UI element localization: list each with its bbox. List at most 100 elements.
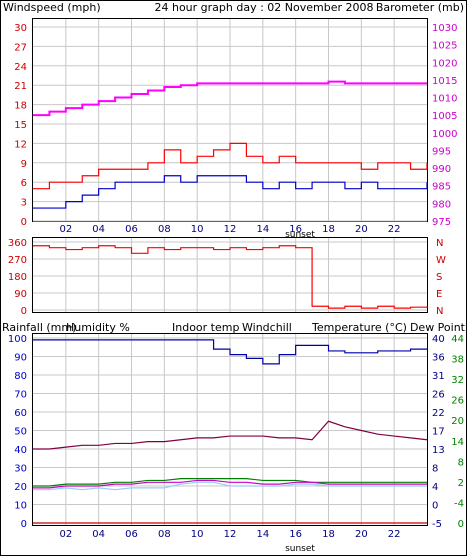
x-tick-bottom: 10 xyxy=(191,529,204,540)
dir-compass-tick: N xyxy=(436,306,443,317)
barometer-line xyxy=(33,80,427,117)
humidity-y-tick: 60 xyxy=(14,408,27,419)
temp-panel-frame xyxy=(32,333,428,526)
indoor-temp-label: Indoor temp xyxy=(172,321,239,334)
temp-inner-tick: 22 xyxy=(432,408,445,419)
temp-inner-tick: 36 xyxy=(432,353,445,364)
wind-y-tick: 0 xyxy=(21,217,27,228)
x-tick-bottom: 04 xyxy=(92,529,105,540)
humidity-y-tick: 90 xyxy=(14,353,27,364)
x-tick-top: 04 xyxy=(92,224,105,235)
baro-y-tick: 1020 xyxy=(432,58,457,69)
temp-outer-tick: 8 xyxy=(458,457,464,468)
wind-y-tick: 9 xyxy=(21,159,27,170)
wind-direction-line xyxy=(33,245,428,309)
x-tick-top: 06 xyxy=(125,224,138,235)
temp-inner-tick: 17 xyxy=(432,427,445,438)
x-tick-top: 14 xyxy=(256,224,269,235)
dir-y-tick: 90 xyxy=(14,289,27,300)
temperature-label: Temperature (°C) xyxy=(311,321,407,334)
x-tick-bottom: 18 xyxy=(322,529,335,540)
graph-title: 24 hour graph day : 02 November 2008 xyxy=(154,1,373,14)
humidity-line xyxy=(33,339,427,365)
x-tick-bottom: 16 xyxy=(289,529,302,540)
baro-y-tick: 1005 xyxy=(432,111,457,122)
temp-inner-tick: 31 xyxy=(432,371,445,382)
baro-y-tick: 1025 xyxy=(432,41,457,52)
baro-y-tick: 1000 xyxy=(432,129,457,140)
windchill-label: Windchill xyxy=(242,321,292,334)
x-tick-bottom: 20 xyxy=(355,529,368,540)
temp-outer-tick: 2 xyxy=(458,478,464,489)
temperature-line xyxy=(33,478,427,487)
x-tick-top: 12 xyxy=(224,224,237,235)
humidity-y-tick: 100 xyxy=(8,334,27,345)
baro-y-tick: 995 xyxy=(432,146,451,157)
temp-outer-tick: 38 xyxy=(451,355,464,366)
dewpoint-label: Dew Point xyxy=(410,321,466,334)
temp-inner-tick: 0 xyxy=(432,501,438,512)
temp-outer-tick: 14 xyxy=(451,437,464,448)
wind-y-tick: 30 xyxy=(14,23,27,34)
humidity-label: Humidity % xyxy=(66,321,130,334)
x-tick-top: 16 xyxy=(289,224,302,235)
x-tick-top: 08 xyxy=(158,224,171,235)
temp-outer-tick: 20 xyxy=(451,416,464,427)
temp-outer-tick: 0 xyxy=(458,519,464,530)
wind-avg-line xyxy=(33,175,428,209)
wind-y-tick: 3 xyxy=(21,198,27,209)
temp-outer-tick: 44 xyxy=(451,334,464,345)
wind-y-tick: 27 xyxy=(14,42,27,53)
wind-y-tick: 15 xyxy=(14,120,27,131)
dir-y-tick: 270 xyxy=(8,255,27,266)
dir-y-tick: 0 xyxy=(21,306,27,317)
humidity-y-tick: 80 xyxy=(14,371,27,382)
baro-y-tick: 990 xyxy=(432,164,451,175)
x-tick-bottom: 08 xyxy=(158,529,171,540)
x-tick-top: 02 xyxy=(59,224,72,235)
temp-inner-tick: 13 xyxy=(432,445,445,456)
dir-compass-tick: W xyxy=(436,255,446,266)
baro-y-tick: 1030 xyxy=(432,23,457,34)
rainfall-label: Rainfall (mm) xyxy=(2,321,76,334)
baro-y-tick: 1010 xyxy=(432,94,457,105)
temp-outer-tick: 26 xyxy=(451,396,464,407)
sunset-label-bottom: sunset xyxy=(285,544,315,554)
wind-y-tick: 24 xyxy=(14,62,27,73)
x-tick-bottom: 02 xyxy=(59,529,72,540)
wind-y-tick: 12 xyxy=(14,139,27,150)
dir-y-tick: 360 xyxy=(8,238,27,249)
humidity-y-tick: 70 xyxy=(14,390,27,401)
dir-compass-tick: N xyxy=(436,238,443,249)
x-tick-bottom: 06 xyxy=(125,529,138,540)
baro-y-tick: 975 xyxy=(432,217,451,228)
humidity-y-tick: 0 xyxy=(21,519,27,530)
wind-y-tick: 18 xyxy=(14,101,27,112)
temp-inner-tick: -5 xyxy=(432,519,442,530)
temp-inner-tick: 26 xyxy=(432,390,445,401)
humidity-y-tick: 20 xyxy=(14,482,27,493)
baro-y-tick: 985 xyxy=(432,182,451,193)
x-tick-bottom: 22 xyxy=(388,529,401,540)
humidity-y-tick: 40 xyxy=(14,445,27,456)
wind-y-tick: 21 xyxy=(14,81,27,92)
dir-y-tick: 180 xyxy=(8,272,27,283)
windspeed-label: Windspeed (mph) xyxy=(3,1,101,14)
temp-inner-tick: 8 xyxy=(432,464,438,475)
humidity-y-tick: 50 xyxy=(14,427,27,438)
dir-compass-tick: E xyxy=(436,289,442,300)
barometer-label: Barometer (mb) xyxy=(376,1,464,14)
humidity-y-tick: 10 xyxy=(14,501,27,512)
baro-y-tick: 980 xyxy=(432,199,451,210)
wind-gust-line xyxy=(33,142,428,190)
dir-compass-tick: S xyxy=(436,272,442,283)
x-tick-top: 22 xyxy=(388,224,401,235)
direction-panel-frame xyxy=(32,237,428,313)
x-tick-top: 10 xyxy=(191,224,204,235)
x-tick-bottom: 12 xyxy=(224,529,237,540)
sunset-label-top: sunset xyxy=(285,230,315,240)
x-tick-top: 20 xyxy=(355,224,368,235)
temp-outer-tick: 32 xyxy=(451,375,464,386)
